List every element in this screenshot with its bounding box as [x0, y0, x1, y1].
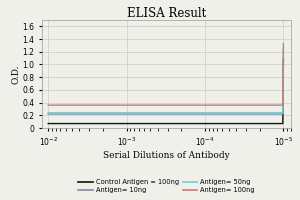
Title: ELISA Result: ELISA Result	[127, 7, 206, 20]
Y-axis label: O.D.: O.D.	[12, 64, 21, 84]
X-axis label: Serial Dilutions of Antibody: Serial Dilutions of Antibody	[103, 151, 230, 160]
Legend: Control Antigen = 100ng, Antigen= 10ng, Antigen= 50ng, Antigen= 100ng: Control Antigen = 100ng, Antigen= 10ng, …	[76, 177, 257, 196]
